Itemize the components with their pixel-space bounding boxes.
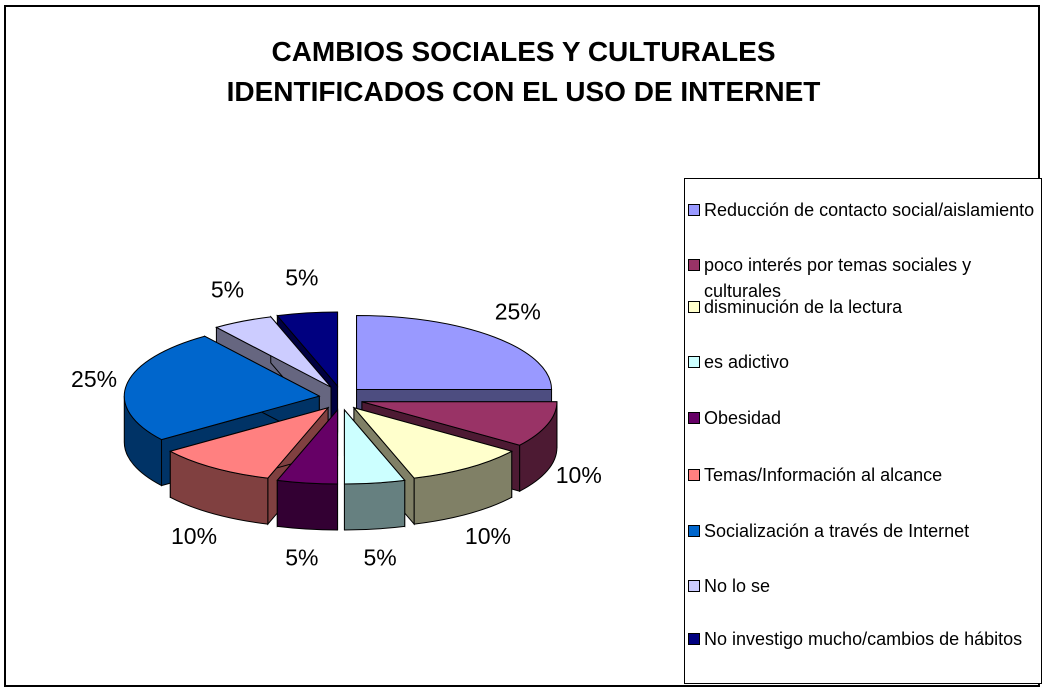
- chart-title: CAMBIOS SOCIALES Y CULTURALES IDENTIFICA…: [0, 32, 1047, 112]
- chart-legend: Reducción de contacto social/aislamiento…: [684, 178, 1042, 684]
- slice-label-5: 5%: [285, 545, 318, 571]
- slice-label-4: 5%: [363, 545, 396, 571]
- legend-item-5: Obesidad: [688, 405, 1038, 431]
- legend-swatch-2: [688, 259, 700, 271]
- legend-swatch-4: [688, 356, 700, 368]
- legend-label-6: Temas/Información al alcance: [704, 465, 943, 485]
- slice-label-8: 5%: [211, 276, 244, 302]
- legend-label-1: Reducción de contacto social/aislamiento: [704, 200, 1035, 220]
- chart-title-line-1: CAMBIOS SOCIALES Y CULTURALES: [271, 36, 776, 67]
- legend-label-8: No lo se: [704, 576, 771, 596]
- slice-label-9: 5%: [285, 265, 318, 291]
- pie-slice-4: [343, 408, 406, 531]
- legend-item-4: es adictivo: [688, 349, 1038, 375]
- legend-item-2: poco interés por temas sociales y cultur…: [688, 252, 1038, 304]
- legend-item-9: No investigo mucho/cambios de hábitos: [688, 626, 1038, 652]
- legend-swatch-6: [688, 469, 700, 481]
- chart-title-line-2: IDENTIFICADOS CON EL USO DE INTERNET: [226, 76, 821, 107]
- slice-label-7: 25%: [71, 366, 117, 392]
- legend-item-1: Reducción de contacto social/aislamiento: [688, 197, 1038, 223]
- legend-swatch-8: [688, 580, 700, 592]
- legend-item-8: No lo se: [688, 573, 1038, 599]
- pie-slice-5: [276, 408, 339, 531]
- legend-item-7: Socialización a través de Internet: [688, 518, 1038, 544]
- slice-label-3: 10%: [465, 523, 511, 549]
- legend-label-5: Obesidad: [704, 408, 782, 428]
- legend-label-2: poco interés por temas sociales y cultur…: [704, 255, 972, 301]
- legend-label-9: No investigo mucho/cambios de hábitos: [704, 629, 1023, 649]
- slice-label-2: 10%: [556, 462, 602, 488]
- slice-label-6: 10%: [171, 523, 217, 549]
- legend-item-3: disminución de la lectura: [688, 294, 1038, 320]
- legend-swatch-9: [688, 633, 700, 645]
- legend-item-6: Temas/Información al alcance: [688, 462, 1038, 488]
- legend-label-7: Socialización a través de Internet: [704, 521, 970, 541]
- legend-swatch-3: [688, 301, 700, 313]
- legend-swatch-7: [688, 525, 700, 537]
- legend-label-3: disminución de la lectura: [704, 297, 903, 317]
- legend-swatch-5: [688, 412, 700, 424]
- legend-swatch-1: [688, 204, 700, 216]
- legend-label-4: es adictivo: [704, 352, 790, 372]
- slice-label-1: 25%: [495, 299, 541, 325]
